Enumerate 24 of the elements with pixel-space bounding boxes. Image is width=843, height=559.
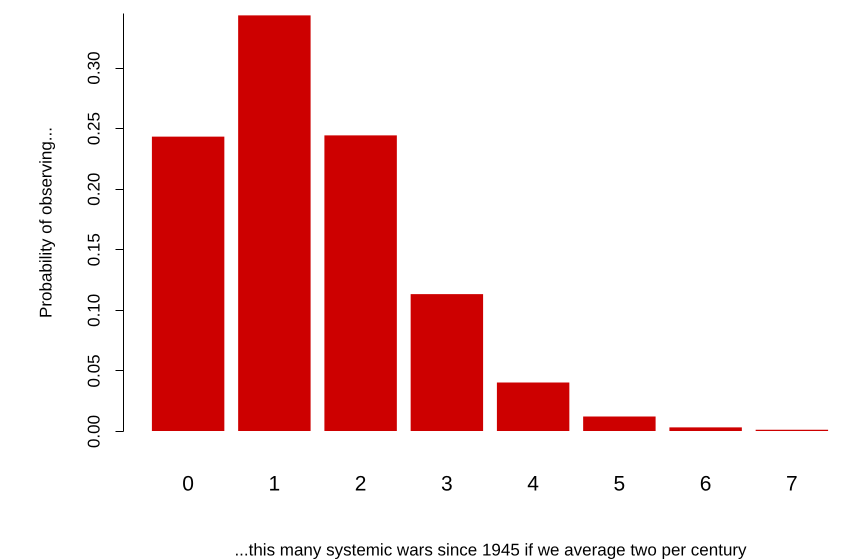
x-tick-label: 0	[182, 472, 194, 496]
bar	[583, 416, 656, 431]
bar	[152, 136, 224, 431]
y-tick-label: 0.10	[84, 294, 104, 327]
bar	[410, 294, 484, 431]
y-tick-label: 0.25	[84, 112, 104, 146]
bar	[669, 427, 742, 431]
y-axis-title: Probability of observing...	[36, 127, 56, 318]
x-tick-label: 4	[527, 472, 540, 496]
x-axis-title: ...this many systemic wars since 1945 if we average two per century	[234, 540, 748, 559]
bar	[496, 382, 570, 431]
y-tick-label: 0.00	[84, 414, 104, 448]
bar	[238, 15, 311, 431]
y-tick-label: 0.05	[84, 354, 104, 388]
y-tick-label: 0.30	[84, 51, 104, 85]
x-tick-label: 5	[614, 472, 626, 496]
y-tick-label: 0.20	[84, 172, 104, 206]
bar	[324, 135, 397, 431]
x-tick-label: 7	[786, 472, 798, 496]
y-tick-label: 0.15	[84, 233, 104, 266]
x-tick-label: 6	[700, 472, 712, 496]
x-tick-label: 3	[441, 472, 453, 496]
x-tick-label: 1	[268, 472, 280, 496]
x-tick-label: 2	[354, 472, 366, 496]
